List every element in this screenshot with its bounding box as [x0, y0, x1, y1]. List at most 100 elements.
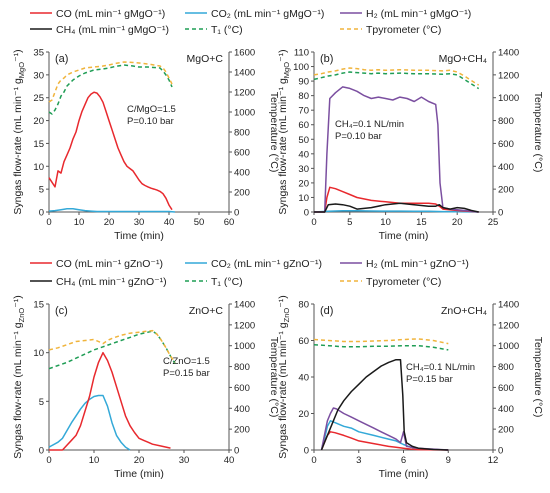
panel-c: 0 10 20 30 400510150200400600800100012001400… [12, 295, 280, 480]
series-line-co [320, 431, 449, 451]
y2-axis-title: Temperature (°C) [532, 92, 544, 173]
legend-label-co2: CO₂ (mL min⁻¹ gZnO⁻¹) [211, 258, 322, 270]
series-line-co2 [48, 394, 131, 451]
panel-label: (b) [320, 53, 333, 65]
series-line-t1 [48, 64, 173, 115]
y-tick-label: 100 [293, 62, 309, 73]
x-tick-label: 50 [194, 217, 205, 228]
x-tick-label: 10 [74, 217, 85, 228]
series-line-h2 [314, 86, 479, 213]
y2-tick-label: 1200 [234, 320, 255, 331]
x-tick-label: 30 [134, 217, 145, 228]
series-line-ch4 [314, 202, 479, 213]
y-tick-label: 5 [39, 185, 44, 196]
legend-label-h2: H₂ (mL min⁻¹ gMgO⁻¹) [366, 8, 471, 20]
legend-label-co: CO (mL min⁻¹ gMgO⁻¹) [56, 8, 165, 20]
y-tick-label: 40 [298, 149, 309, 160]
panel-annotation: C/ZnO=1.5 [163, 356, 210, 367]
y-axis-title: Syngas flow-rate (mL min⁻¹ gMgO⁻¹) [277, 49, 291, 214]
y2-tick-label: 1200 [498, 70, 519, 81]
x-tick-label: 5 [347, 217, 352, 228]
y2-tick-label: 600 [498, 139, 514, 150]
y-tick-label: 20 [33, 116, 44, 127]
x-tick-label: 40 [164, 217, 175, 228]
x-tick-label: 30 [179, 455, 190, 466]
x-tick-label: 0 [311, 217, 316, 228]
series-line-tpyro [48, 61, 173, 103]
y2-tick-label: 1000 [498, 93, 519, 104]
y-tick-label: 35 [33, 48, 44, 59]
series-line-h2 [320, 407, 449, 451]
panel-annotation: P=0.10 bar [127, 116, 174, 127]
x-tick-label: 20 [134, 455, 145, 466]
series-line-ch4 [320, 358, 449, 451]
y-tick-label: 0 [39, 446, 44, 457]
x-tick-label: 60 [224, 217, 235, 228]
series-line-t1 [313, 71, 480, 90]
panel-title: ZnO+C [189, 305, 224, 317]
legend-label-ch4: CH₄ (mL min⁻¹ gMgO⁻¹) [56, 24, 169, 36]
legend-label-co: CO (mL min⁻¹ gZnO⁻¹) [56, 258, 163, 270]
y-tick-label: 30 [298, 164, 309, 175]
panel-label: (a) [55, 53, 68, 65]
y2-tick-label: 600 [234, 148, 250, 159]
panel-a: 0 10 20 30 40 50 60051015202530350200400600800… [12, 48, 280, 243]
x-tick-label: 20 [104, 217, 115, 228]
x-tick-label: 25 [488, 217, 499, 228]
y-tick-label: 10 [33, 162, 44, 173]
x-tick-label: 6 [401, 455, 406, 466]
x-tick-label: 0 [46, 455, 51, 466]
y2-tick-label: 1400 [498, 48, 519, 59]
series-line-tpyro [48, 329, 176, 363]
y-tick-label: 60 [298, 336, 309, 347]
legend-label-co2: CO₂ (mL min⁻¹ gMgO⁻¹) [211, 8, 324, 20]
x-axis-title: Time (min) [379, 468, 429, 480]
legend-label-ch4: CH₄ (mL min⁻¹ gZnO⁻¹) [56, 276, 167, 288]
y-tick-label: 70 [298, 106, 309, 117]
y2-tick-label: 0 [234, 446, 239, 457]
x-axis-title: Time (min) [379, 230, 429, 242]
panel-annotation: C/MgO=1.5 [127, 104, 176, 115]
panel-annotation: P=0.15 bar [163, 368, 210, 379]
y-tick-label: 110 [294, 48, 309, 59]
series-line-tpyro [313, 67, 480, 86]
y2-tick-label: 400 [234, 168, 250, 179]
y-tick-label: 80 [298, 91, 309, 102]
y-tick-label: 40 [298, 373, 309, 384]
y2-tick-label: 200 [498, 185, 514, 196]
panel-annotation: P=0.15 bar [406, 374, 453, 385]
y-axis-title: Syngas flow-rate (mL min⁻¹ gZnO⁻¹) [12, 295, 26, 459]
x-tick-label: 10 [380, 217, 391, 228]
y-axis-title: Syngas flow-rate (mL min⁻¹ gMgO⁻¹) [12, 49, 26, 214]
series-line-co [49, 351, 171, 451]
legend-1: CO (mL min⁻¹ gMgO⁻¹) CO₂ (mL min⁻¹ gMgO⁻¹… [30, 8, 471, 36]
x-tick-label: 40 [224, 455, 235, 466]
y-tick-label: 10 [33, 348, 44, 359]
y-tick-label: 15 [33, 300, 44, 311]
y-tick-label: 20 [298, 409, 309, 420]
x-axis-title: Time (min) [114, 468, 164, 480]
panel-label: (c) [55, 305, 68, 317]
y2-axis-title: Temperature (°C) [268, 337, 280, 418]
y2-tick-label: 1000 [234, 108, 255, 119]
panel-b: 0 5 10 15 20 25010203040506070809010011002004… [277, 48, 544, 243]
y-axis-title: Syngas flow-rate (mL min⁻¹ gZnO⁻¹) [277, 295, 291, 459]
y-tick-label: 80 [298, 300, 309, 311]
series-line-co2 [48, 208, 176, 213]
legend-label-t1: T₁ (°C) [211, 276, 243, 288]
panel-label: (d) [320, 305, 333, 317]
y2-tick-label: 1400 [234, 68, 255, 79]
panel-annotation: P=0.10 bar [335, 131, 382, 142]
series-line-co [48, 91, 173, 211]
y2-tick-label: 400 [234, 404, 250, 415]
y-tick-label: 5 [39, 397, 44, 408]
y2-tick-label: 200 [234, 188, 250, 199]
y2-tick-label: 1400 [498, 300, 519, 311]
series-line-tpyro [313, 338, 449, 345]
y-tick-label: 0 [304, 208, 309, 219]
x-tick-label: 10 [89, 455, 100, 466]
y-tick-label: 20 [298, 178, 309, 189]
panel-d: 0 3 6 9 120204060800200400600800100012001400… [277, 295, 544, 480]
y2-axis-title: Temperature (°C) [268, 92, 280, 173]
